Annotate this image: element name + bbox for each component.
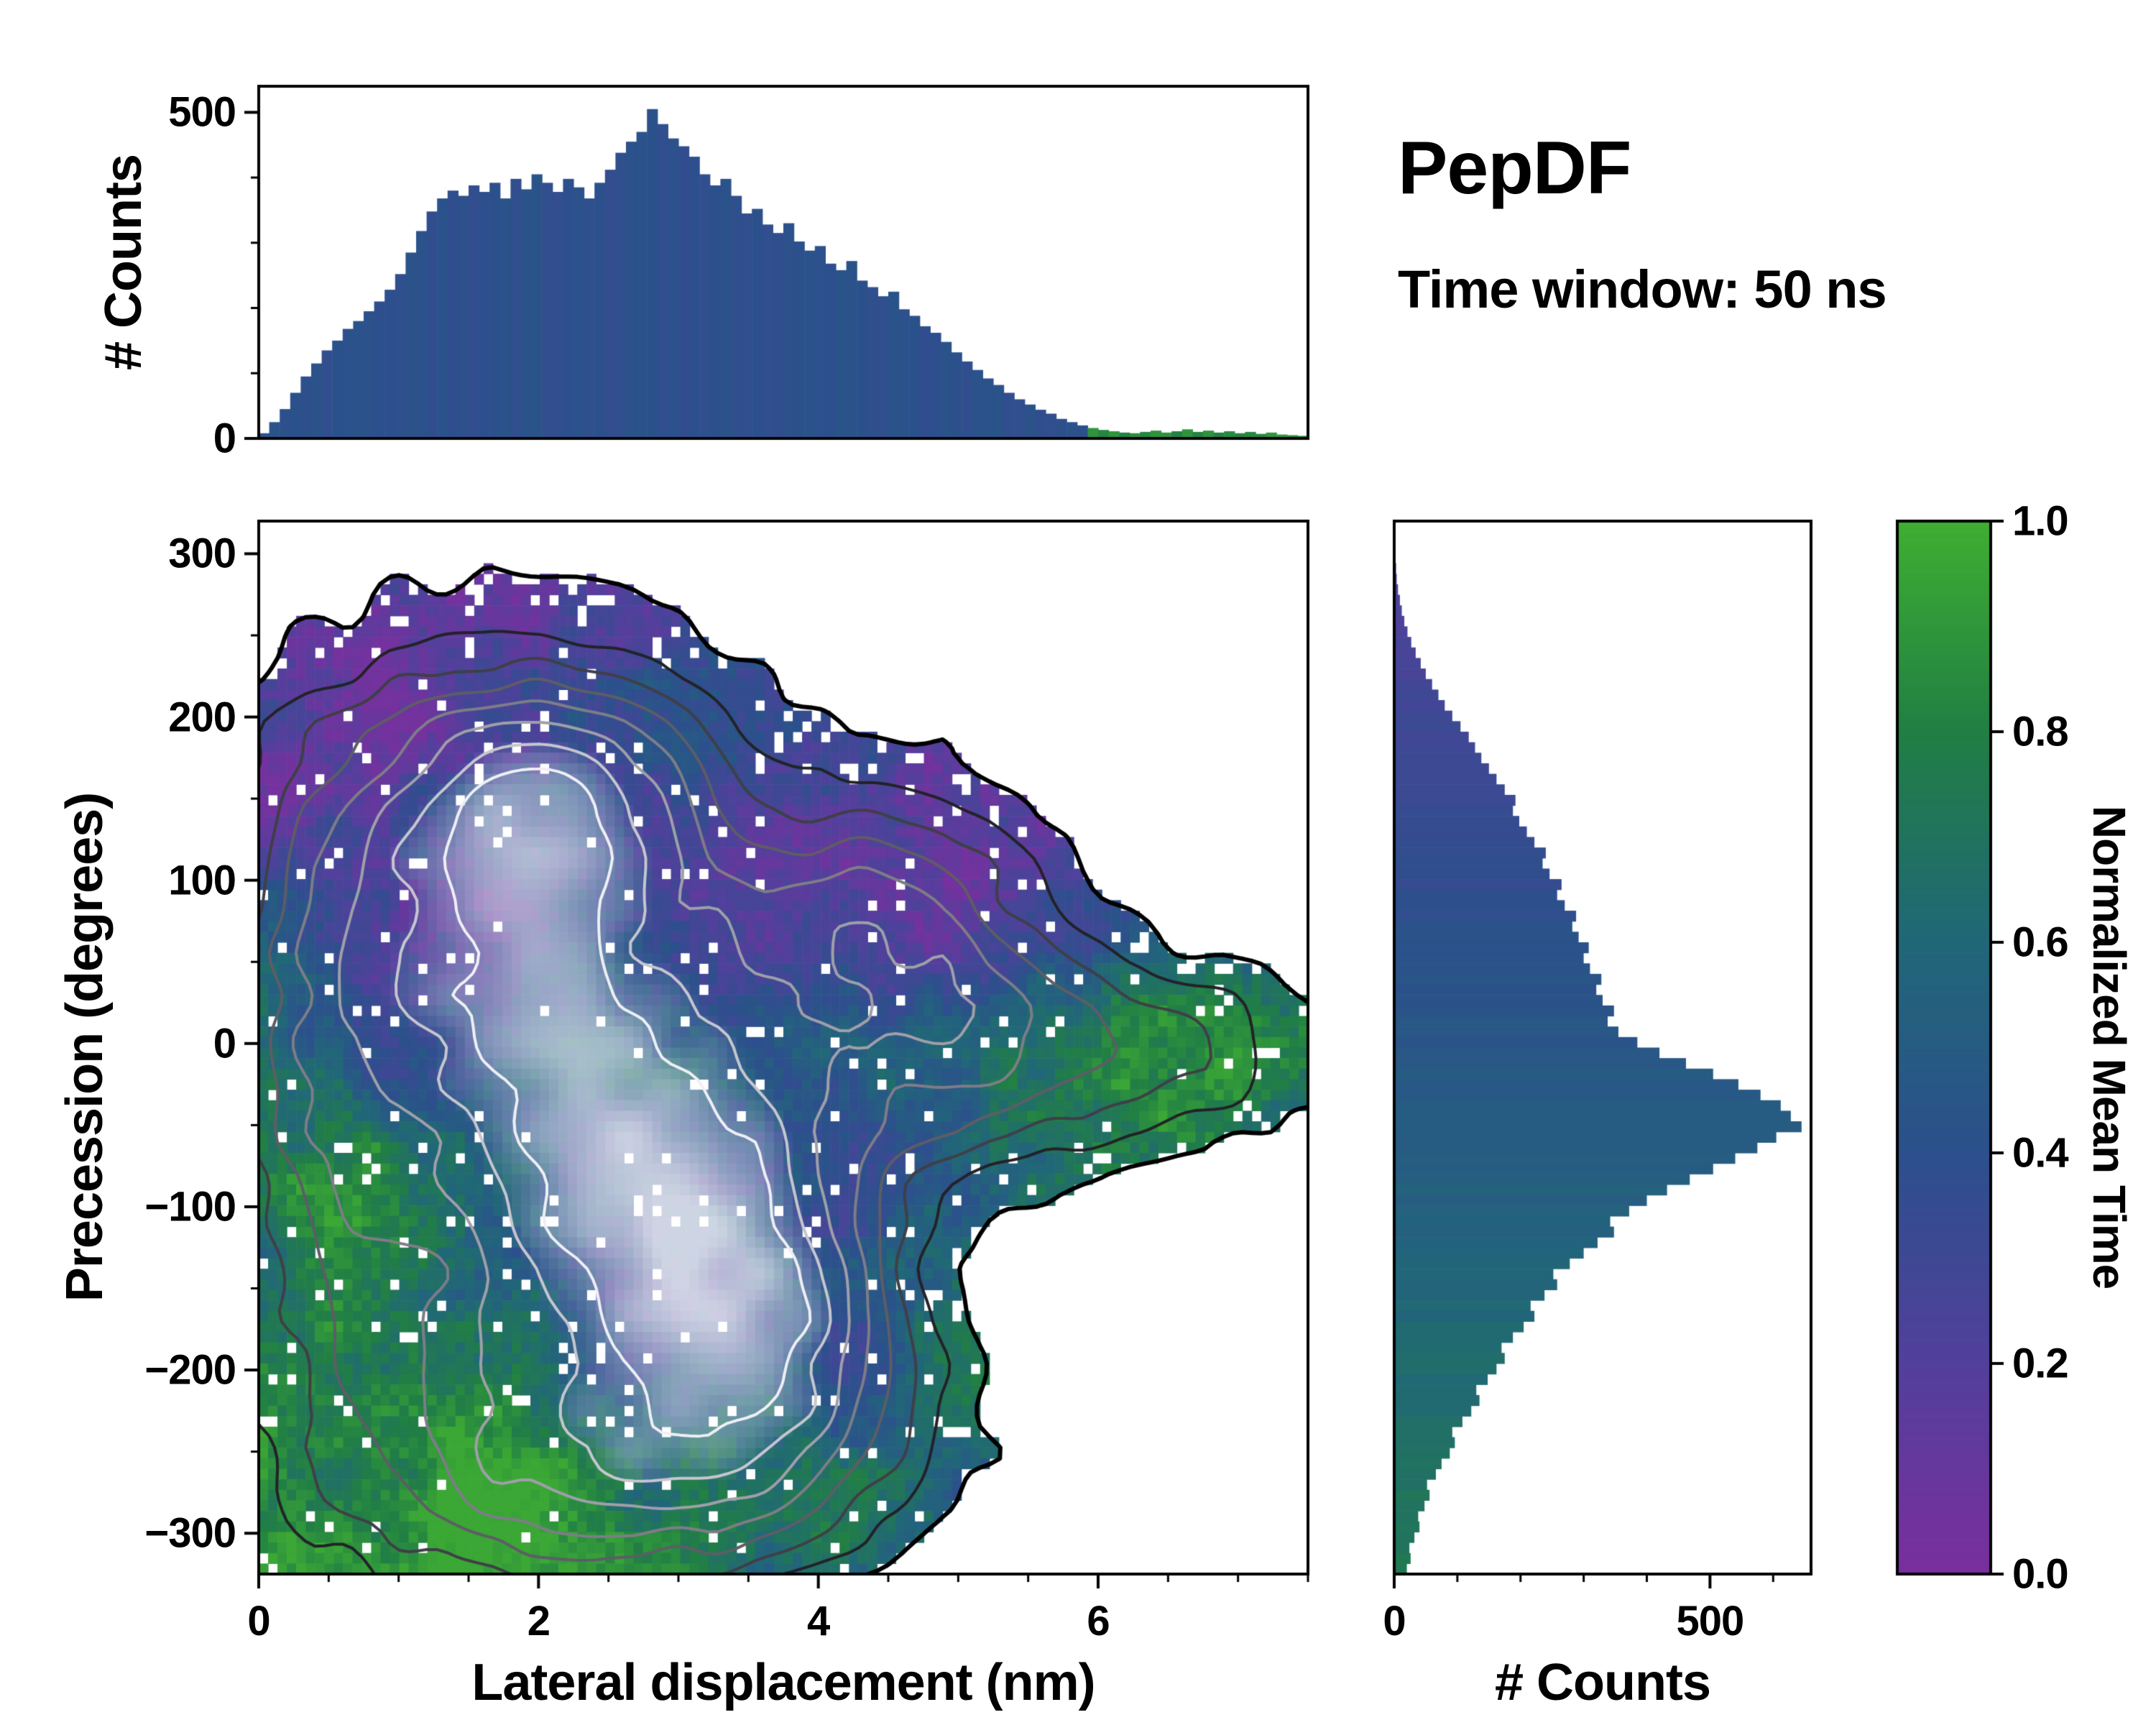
tick-label: 1.0 — [2012, 497, 2069, 545]
tick-label: 2 — [527, 1598, 550, 1644]
tick-label: 0.4 — [2012, 1129, 2069, 1177]
tick-label: 0.6 — [2012, 919, 2069, 966]
tick-label: 4 — [807, 1598, 830, 1644]
tick-label: 500 — [168, 88, 236, 136]
tick-label: 500 — [1676, 1598, 1745, 1644]
tick-label: 300 — [168, 530, 236, 577]
tick-label: 0.0 — [2012, 1550, 2069, 1598]
tick-label: 0 — [1383, 1598, 1406, 1644]
plot-subtitle: Time window: 50 ns — [1398, 259, 1887, 319]
right-hist-xlabel: # Counts — [1494, 1654, 1711, 1711]
tick-label: −200 — [144, 1346, 236, 1394]
tick-label: 100 — [168, 857, 236, 904]
main-xlabel: Lateral displacement (nm) — [471, 1654, 1095, 1711]
colorbar-label: Normalized Mean Time — [2083, 805, 2135, 1289]
tick-label: 0.8 — [2012, 708, 2069, 755]
tick-label: 0 — [213, 415, 236, 462]
top-hist-ylabel: # Counts — [95, 154, 152, 371]
main-ylabel: Precession (degrees) — [56, 792, 114, 1302]
tick-label: 200 — [168, 694, 236, 741]
tick-label: 0 — [213, 1020, 236, 1067]
plot-title: PepDF — [1398, 126, 1631, 210]
tick-label: −100 — [144, 1183, 236, 1230]
tick-label: 0 — [247, 1598, 270, 1644]
tick-label: −300 — [144, 1509, 236, 1557]
tick-label: 0.2 — [2012, 1340, 2069, 1387]
tick-label: 6 — [1087, 1598, 1110, 1644]
